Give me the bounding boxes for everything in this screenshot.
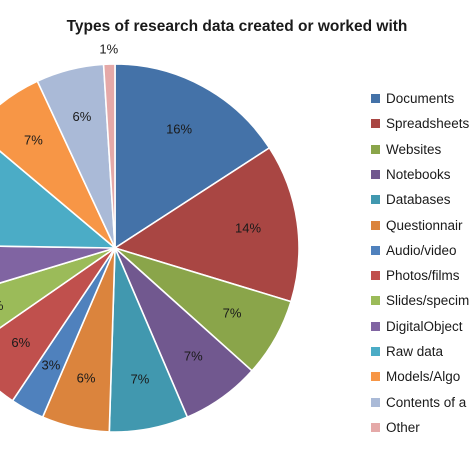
legend-label: Databases — [386, 192, 451, 208]
legend-label: DigitalObject — [386, 318, 463, 334]
legend-label: Questionnair — [386, 217, 463, 233]
pie-slice-photos-films — [0, 247, 116, 402]
legend-label: Contents of a — [386, 394, 467, 410]
data-label: 7% — [184, 349, 203, 364]
legend-swatch — [371, 195, 380, 205]
pie-data-labels: 16% 14% 7% 7% 7% 6% 3% 6% 5% 7% 6% 1% — [0, 42, 261, 387]
data-label: 3% — [42, 357, 61, 372]
legend-label: Raw data — [386, 344, 444, 359]
legend-swatch — [371, 245, 380, 255]
legend-label: Notebooks — [386, 166, 451, 182]
data-label: 7% — [131, 371, 150, 386]
legend: Documents Spreadsheets Websites Notebooks Da… — [371, 89, 474, 449]
legend-label: Models/Algo — [386, 369, 461, 385]
pie-slice-slides-specimens — [0, 247, 116, 329]
legend-swatch — [371, 94, 380, 103]
data-label: 16% — [166, 121, 192, 136]
legend-swatch — [371, 321, 380, 331]
legend-swatch — [371, 119, 380, 129]
legend-label: Spreadsheets — [386, 116, 470, 132]
pie-slice-other — [102, 63, 116, 249]
legend-swatch — [371, 397, 380, 407]
data-label: 6% — [73, 109, 92, 124]
data-label: 7% — [24, 133, 43, 148]
pie-slice-digitalobjects — [0, 245, 116, 284]
chart-title: Types of research data created or worked… — [66, 18, 408, 35]
data-label: 6% — [11, 335, 30, 350]
legend-swatch — [371, 220, 380, 230]
legend-swatch — [371, 372, 380, 382]
legend-swatch — [371, 271, 380, 281]
pie-slice-documents — [114, 63, 271, 249]
legend-swatch — [371, 144, 380, 154]
data-label: 1% — [99, 42, 118, 57]
data-label: 14% — [235, 221, 261, 236]
legend-label: Audio/video — [386, 242, 457, 258]
data-label: 7% — [223, 305, 242, 320]
legend-label: Documents — [386, 91, 455, 106]
legend-swatch — [371, 422, 380, 432]
legend-label: Websites — [386, 141, 442, 157]
legend-label: Slides/specim — [386, 293, 470, 309]
data-label: 5% — [0, 298, 4, 313]
legend-swatch — [371, 169, 380, 179]
legend-label: Other — [386, 419, 420, 435]
legend-swatch — [371, 347, 380, 356]
legend-label: Photos/films — [386, 268, 460, 284]
pie-slices — [0, 63, 300, 433]
data-label: 6% — [77, 371, 96, 386]
legend-swatch — [371, 296, 380, 306]
pie-slice-spreadsheets — [114, 147, 300, 303]
